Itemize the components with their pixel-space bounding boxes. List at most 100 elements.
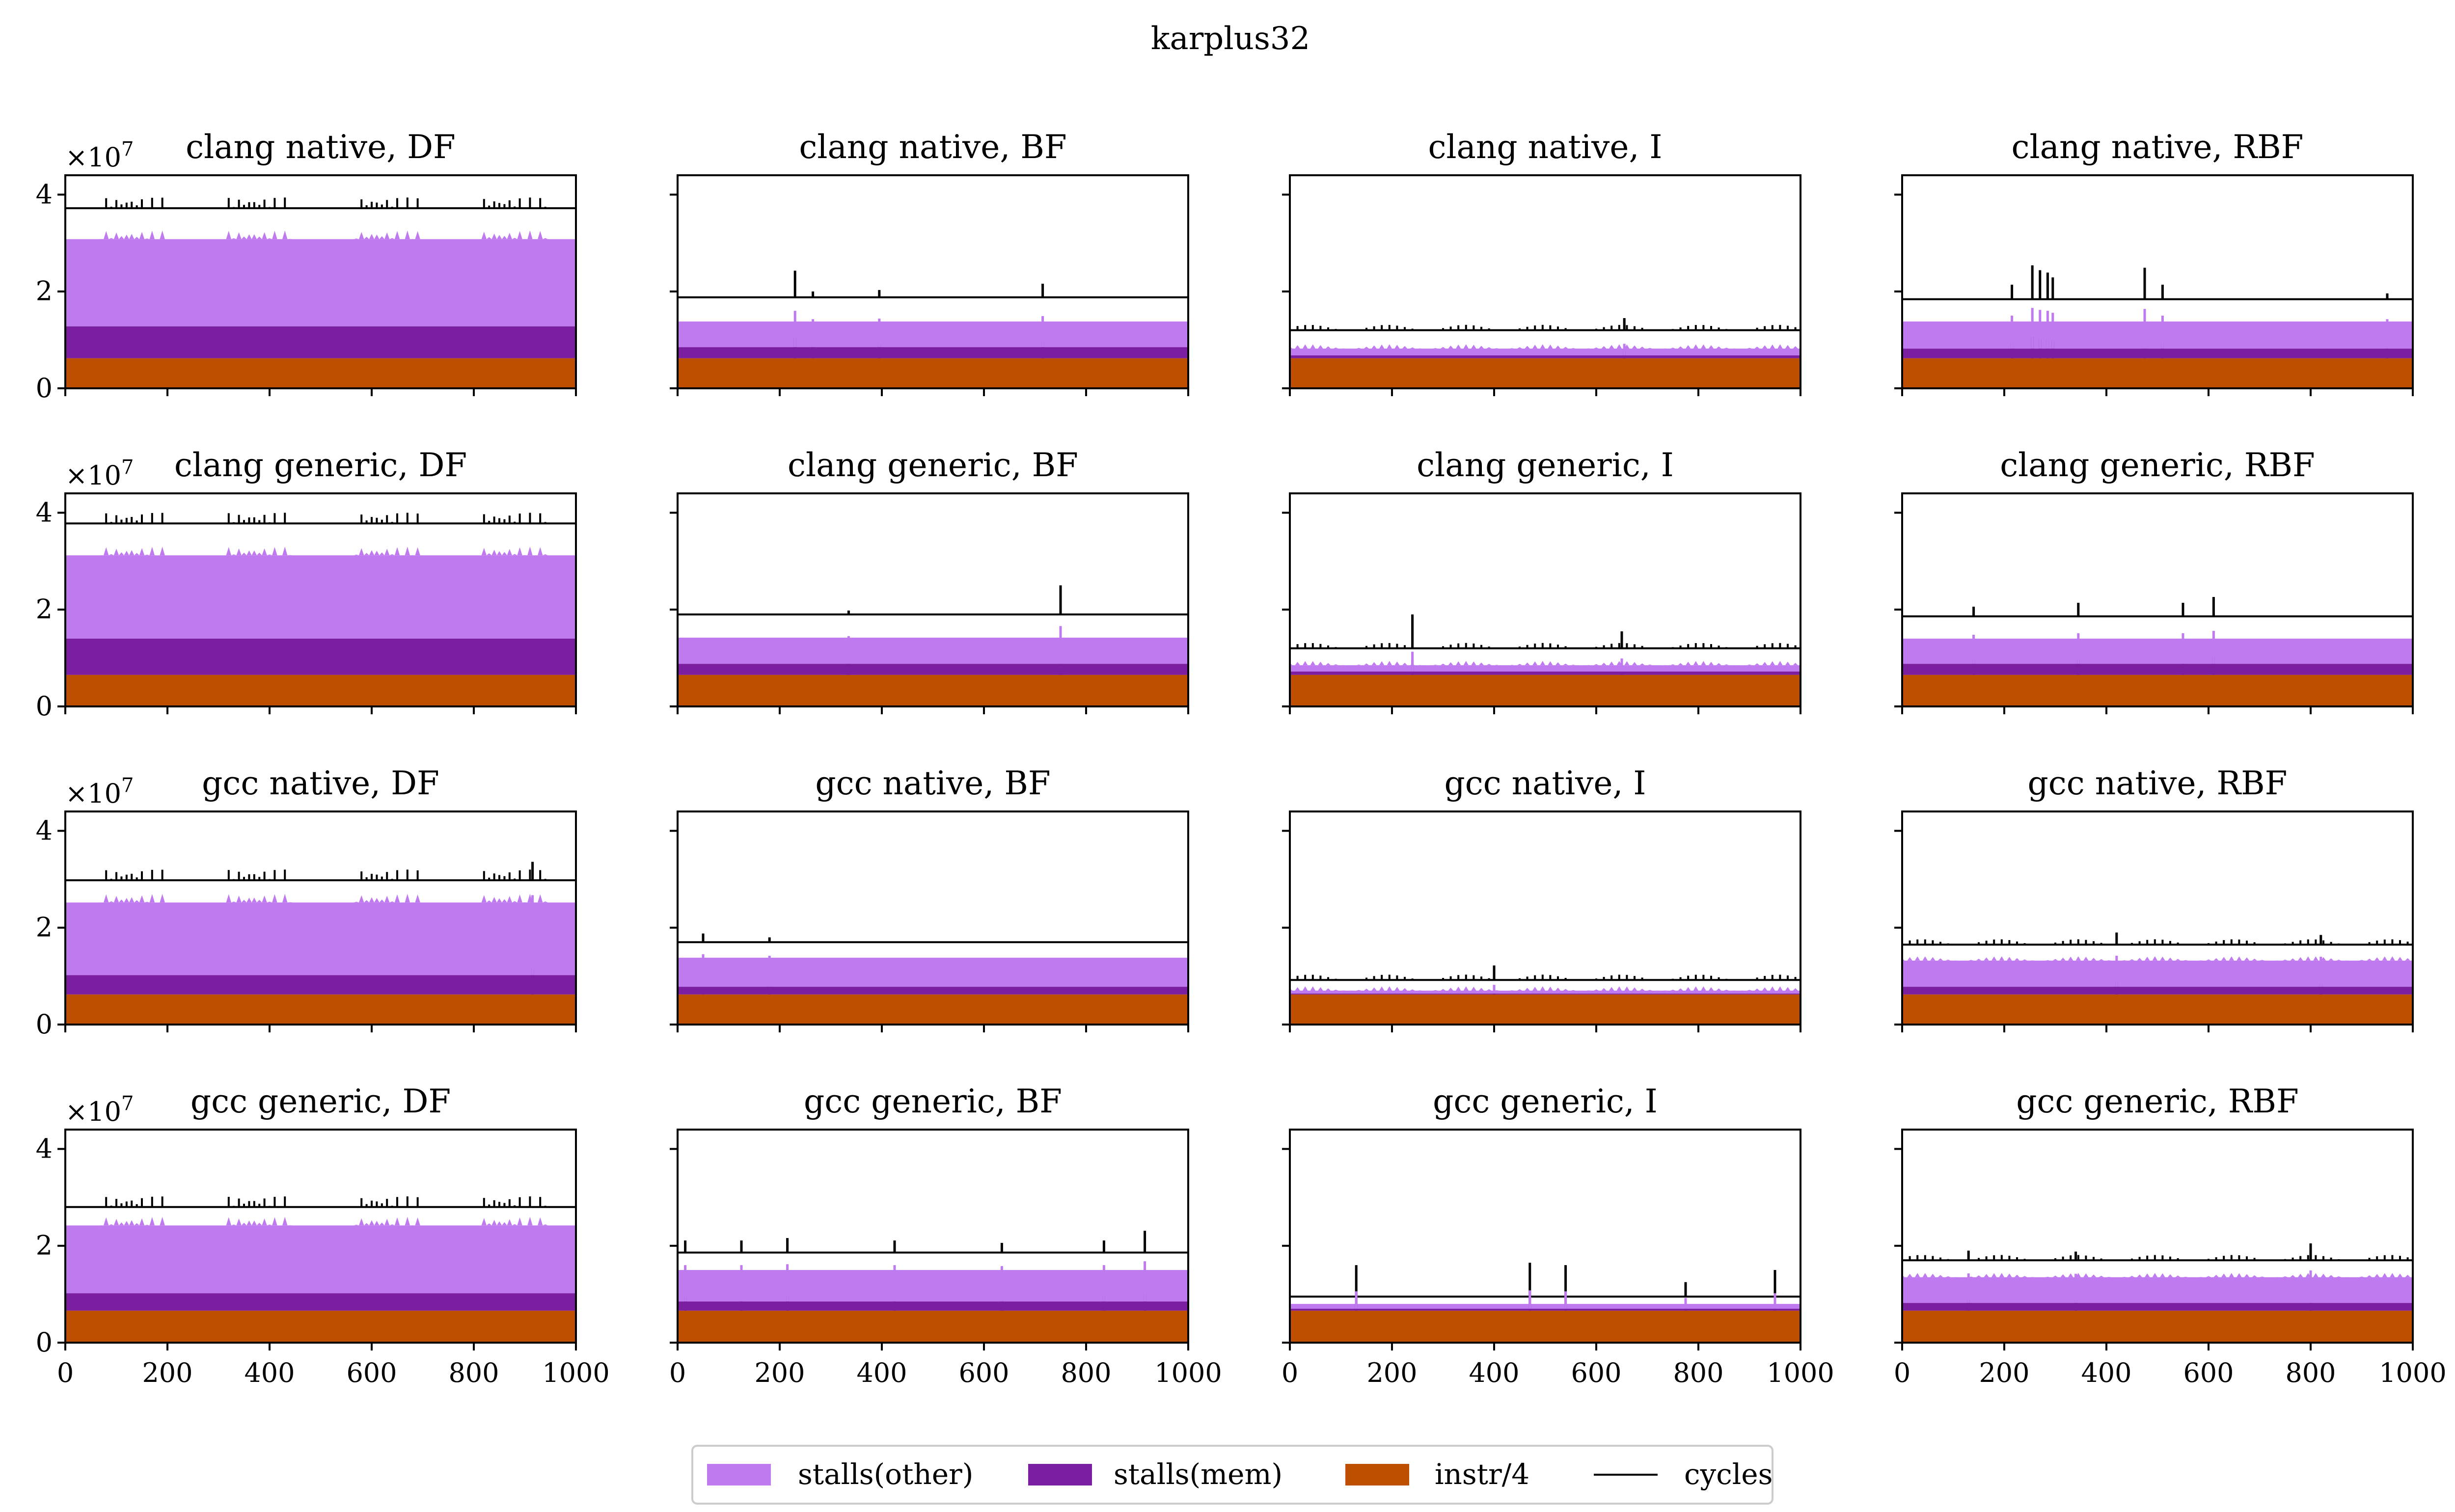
- y-tick-label: 4: [36, 497, 53, 528]
- figure-title: karplus32: [1151, 21, 1310, 57]
- subplot-title: clang native, I: [1428, 128, 1662, 166]
- x-tick-label: 0: [1894, 1357, 1910, 1388]
- subplot-title: gcc generic, DF: [191, 1082, 451, 1120]
- series-cycles: [65, 869, 576, 882]
- legend-swatch-instr4: [1345, 1464, 1409, 1485]
- area-stalls-other: [1290, 665, 1800, 672]
- plot-frame: [1289, 174, 1801, 389]
- area-stalls-mem: [65, 975, 576, 995]
- subplot-gcc-generic-rbf: gcc generic, RBF 0 200 400 600 800 1000: [1894, 1082, 2447, 1388]
- series-cycles: [65, 513, 576, 525]
- area-stalls-mem: [1290, 355, 1800, 358]
- y-axis-multiplier: ×107: [65, 1092, 134, 1127]
- subplot-title: clang generic, BF: [788, 446, 1078, 484]
- area-instr4: [678, 675, 1188, 706]
- x-tick-label: 0: [669, 1357, 686, 1388]
- legend-label-stalls-mem: stalls(mem): [1114, 1458, 1282, 1491]
- area-stalls-other-jitter: [65, 546, 576, 556]
- area-stalls-mem: [65, 326, 576, 358]
- subplot-clang-native-i: clang native, I: [1282, 128, 1801, 396]
- subplot-title: clang native, BF: [799, 128, 1066, 166]
- y-tick-label: 4: [36, 815, 53, 846]
- x-tick-label: 800: [448, 1357, 499, 1388]
- x-tick-label: 400: [2081, 1357, 2131, 1388]
- x-tick-label: 400: [1469, 1357, 1519, 1388]
- subplot-title: gcc native, I: [1444, 764, 1646, 802]
- subplot-title: clang native, RBF: [2012, 128, 2304, 166]
- area-stalls-other: [1290, 990, 1800, 994]
- y-axis-multiplier: ×107: [65, 456, 134, 491]
- subplot-title: clang native, DF: [186, 128, 456, 166]
- y-tick-label: 4: [36, 179, 53, 210]
- area-stalls-other: [678, 321, 1188, 348]
- area-stalls-mem: [1902, 664, 2413, 675]
- x-tick-label: 600: [958, 1357, 1009, 1388]
- plot-frame: [64, 810, 577, 1026]
- legend-label-stalls-other: stalls(other): [798, 1458, 973, 1491]
- subplot-gcc-generic-i: gcc generic, I 0 200 400 600 800 1000: [1282, 1082, 1834, 1388]
- x-tick-label: 200: [1366, 1357, 1417, 1388]
- area-instr4: [1290, 994, 1800, 1025]
- area-instr4: [1902, 1310, 2413, 1343]
- subplot-grid: clang native, DF 0 2 4 ×107 clang native, BF c…: [36, 128, 2447, 1388]
- area-stalls-other: [1290, 349, 1800, 355]
- area-instr4: [1290, 675, 1800, 706]
- x-tick-label: 200: [142, 1357, 192, 1388]
- plot-frame: [677, 492, 1189, 707]
- area-stalls-other: [65, 902, 576, 975]
- subplot-clang-native-rbf: clang native, RBF: [1894, 128, 2414, 396]
- area-instr4: [678, 994, 1188, 1025]
- subplot-clang-generic-df: clang generic, DF 0 2 4 ×107: [36, 446, 577, 722]
- x-tick-label: 600: [346, 1357, 397, 1388]
- area-instr4: [65, 675, 576, 706]
- area-stalls-other: [65, 239, 576, 326]
- subplot-clang-generic-i: clang generic, I: [1282, 446, 1801, 714]
- area-stalls-mem: [1902, 1303, 2413, 1311]
- series-cycles: [1901, 939, 2413, 946]
- x-tick-label: 400: [244, 1357, 295, 1388]
- area-stalls-other: [1902, 638, 2413, 664]
- series-cycles: [65, 1196, 576, 1208]
- x-tick-label: 800: [1061, 1357, 1111, 1388]
- x-tick-label: 800: [1673, 1357, 1723, 1388]
- x-tick-label: 400: [856, 1357, 907, 1388]
- area-instr4: [65, 1310, 576, 1343]
- legend-label-cycles: cycles: [1684, 1458, 1773, 1491]
- area-stalls-mem: [1902, 349, 2413, 358]
- x-tick-label: 1000: [542, 1357, 609, 1388]
- area-instr4: [65, 358, 576, 388]
- x-tick-label: 1000: [2379, 1357, 2446, 1388]
- x-tick-label: 0: [1282, 1357, 1298, 1388]
- area-instr4: [678, 1310, 1188, 1343]
- subplot-title: gcc generic, I: [1433, 1082, 1658, 1120]
- area-stalls-mem: [678, 664, 1188, 675]
- x-tick-label: 600: [1571, 1357, 1621, 1388]
- subplot-title: gcc native, RBF: [2028, 764, 2288, 802]
- area-stalls-other-jitter: [1902, 1273, 2413, 1277]
- x-tick-label: 200: [1979, 1357, 2029, 1388]
- legend: stalls(other) stalls(mem) instr/4 cycles: [691, 1445, 1773, 1505]
- y-axis-exponent: 7: [121, 138, 134, 161]
- subplot-gcc-native-bf: gcc native, BF: [670, 764, 1189, 1032]
- plot-frame: [1901, 174, 2414, 389]
- y-tick-label: 0: [36, 373, 53, 404]
- subplot-clang-generic-rbf: clang generic, RBF: [1894, 446, 2414, 714]
- area-stalls-other-jitter: [1290, 986, 1800, 991]
- area-stalls-other: [678, 957, 1188, 987]
- area-stalls-other: [65, 1225, 576, 1294]
- series-cycles: [1901, 1255, 2413, 1262]
- y-axis-exponent: 7: [121, 456, 134, 479]
- area-stalls-other: [678, 1270, 1188, 1302]
- plot-frame: [677, 810, 1189, 1026]
- x-tick-label: 200: [754, 1357, 805, 1388]
- area-stalls-other-jitter: [1290, 661, 1800, 666]
- subplot-title: gcc native, DF: [202, 764, 439, 802]
- area-stalls-mem: [1290, 1308, 1800, 1311]
- area-stalls-mem: [65, 638, 576, 675]
- x-tick-label: 1000: [1767, 1357, 1834, 1388]
- plot-frame: [1289, 1129, 1801, 1344]
- y-tick-label: 0: [36, 1327, 53, 1358]
- subplot-title: clang generic, RBF: [2000, 446, 2315, 484]
- area-stalls-mem: [678, 1301, 1188, 1311]
